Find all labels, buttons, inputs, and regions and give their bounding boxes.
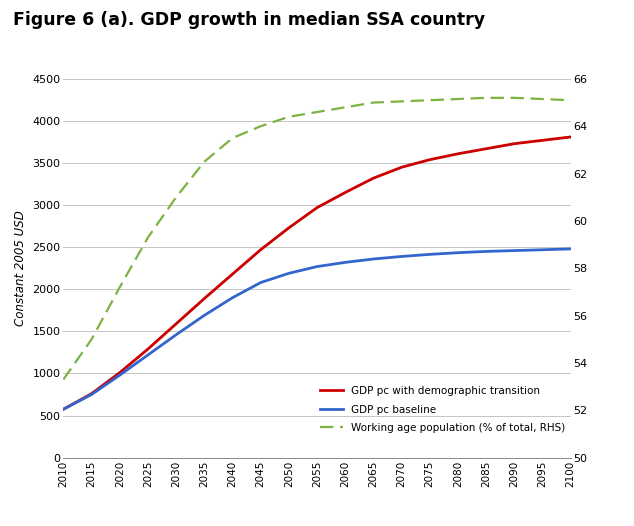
GDP pc with demographic transition — [454, 150, 462, 157]
GDP pc with demographic transition — [313, 205, 321, 211]
Working age population (% of total, RHS) — [60, 377, 67, 383]
GDP pc with demographic transition — [257, 247, 264, 253]
GDP pc with demographic transition — [87, 390, 95, 397]
GDP pc with demographic transition — [426, 157, 434, 163]
Line: GDP pc with demographic transition: GDP pc with demographic transition — [63, 137, 571, 409]
Y-axis label: Constant 2005 USD: Constant 2005 USD — [14, 210, 27, 326]
Working age population (% of total, RHS) — [426, 97, 434, 104]
GDP pc baseline — [539, 247, 547, 253]
Line: GDP pc baseline: GDP pc baseline — [63, 249, 571, 409]
Working age population (% of total, RHS) — [482, 95, 490, 101]
Text: Figure 6 (a). GDP growth in median SSA country: Figure 6 (a). GDP growth in median SSA c… — [13, 11, 485, 28]
GDP pc baseline — [87, 391, 95, 398]
GDP pc baseline — [567, 246, 574, 252]
GDP pc baseline — [454, 249, 462, 256]
GDP pc baseline — [510, 247, 518, 254]
Working age population (% of total, RHS) — [454, 96, 462, 102]
GDP pc baseline — [257, 279, 264, 286]
GDP pc with demographic transition — [398, 164, 405, 170]
GDP pc with demographic transition — [116, 369, 124, 376]
GDP pc baseline — [313, 264, 321, 270]
GDP pc baseline — [172, 331, 180, 338]
GDP pc with demographic transition — [285, 225, 293, 231]
Working age population (% of total, RHS) — [257, 123, 264, 129]
Working age population (% of total, RHS) — [144, 235, 152, 241]
GDP pc baseline — [370, 256, 377, 262]
GDP pc with demographic transition — [172, 321, 180, 327]
Working age population (% of total, RHS) — [229, 135, 236, 141]
GDP pc baseline — [144, 352, 152, 358]
Working age population (% of total, RHS) — [285, 114, 293, 120]
GDP pc baseline — [229, 295, 236, 301]
Working age population (% of total, RHS) — [539, 96, 547, 102]
GDP pc with demographic transition — [482, 146, 490, 152]
Working age population (% of total, RHS) — [172, 194, 180, 200]
Working age population (% of total, RHS) — [510, 95, 518, 101]
GDP pc with demographic transition — [510, 140, 518, 147]
GDP pc baseline — [341, 259, 349, 266]
Legend: GDP pc with demographic transition, GDP pc baseline, Working age population (% o: GDP pc with demographic transition, GDP … — [320, 386, 566, 433]
Working age population (% of total, RHS) — [370, 99, 377, 106]
GDP pc baseline — [200, 312, 208, 319]
GDP pc with demographic transition — [539, 137, 547, 144]
GDP pc with demographic transition — [229, 271, 236, 277]
GDP pc with demographic transition — [341, 189, 349, 196]
GDP pc baseline — [482, 248, 490, 255]
GDP pc with demographic transition — [144, 346, 152, 352]
Working age population (% of total, RHS) — [87, 336, 95, 342]
Working age population (% of total, RHS) — [313, 109, 321, 115]
GDP pc baseline — [285, 270, 293, 277]
Working age population (% of total, RHS) — [398, 98, 405, 105]
Working age population (% of total, RHS) — [116, 284, 124, 290]
GDP pc with demographic transition — [60, 406, 67, 412]
Line: Working age population (% of total, RHS): Working age population (% of total, RHS) — [63, 98, 571, 380]
GDP pc baseline — [60, 406, 67, 412]
GDP pc baseline — [426, 251, 434, 258]
GDP pc with demographic transition — [370, 175, 377, 181]
GDP pc baseline — [398, 254, 405, 260]
GDP pc with demographic transition — [567, 134, 574, 140]
Working age population (% of total, RHS) — [567, 97, 574, 104]
Working age population (% of total, RHS) — [341, 104, 349, 110]
GDP pc with demographic transition — [200, 296, 208, 302]
Working age population (% of total, RHS) — [200, 159, 208, 165]
GDP pc baseline — [116, 372, 124, 378]
